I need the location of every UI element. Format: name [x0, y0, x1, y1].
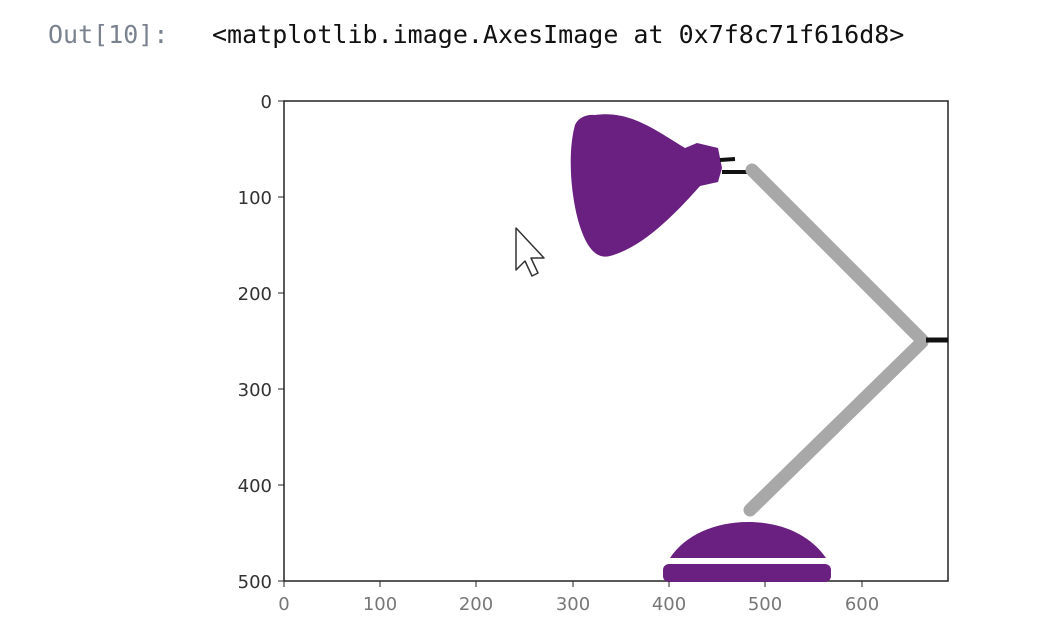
x-tick-label: 300 — [556, 594, 590, 615]
x-tick-label: 400 — [652, 594, 686, 615]
cell-output-row: Out[10]: <matplotlib.image.AxesImage at … — [0, 14, 1052, 54]
y-tick-label: 500 — [238, 572, 272, 593]
mouse-cursor-icon — [515, 227, 545, 277]
y-tick-label: 0 — [261, 92, 272, 113]
y-tick-label: 100 — [238, 188, 272, 209]
image-plot: 0 100 200 300 400 500 0 100 200 300 400 … — [238, 92, 949, 615]
lamp-connector — [719, 157, 736, 162]
x-tick-label: 200 — [459, 594, 493, 615]
lamp-image — [570, 114, 948, 582]
y-tick-label: 400 — [238, 476, 272, 497]
y-tick-label: 200 — [238, 284, 272, 305]
lamp-shade — [570, 114, 722, 257]
output-prompt: Out[10]: — [48, 20, 169, 49]
x-tick-label: 500 — [748, 594, 782, 615]
y-tick-label: 300 — [238, 380, 272, 401]
lamp-base-plate — [663, 564, 831, 582]
lamp-base-dome — [670, 522, 826, 558]
x-tick-label: 600 — [845, 594, 879, 615]
lamp-arm-upper — [745, 163, 929, 347]
lamp-arm-lower — [743, 335, 929, 517]
x-tick-label: 100 — [363, 594, 397, 615]
x-axis: 0 100 200 300 400 500 600 — [278, 581, 879, 615]
plot-figure: 0 100 200 300 400 500 0 100 200 300 400 … — [200, 80, 1000, 630]
y-axis: 0 100 200 300 400 500 — [238, 92, 284, 593]
output-repr-text: <matplotlib.image.AxesImage at 0x7f8c71f… — [212, 20, 905, 49]
x-tick-label: 0 — [278, 594, 289, 615]
